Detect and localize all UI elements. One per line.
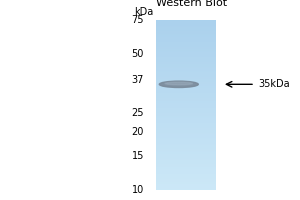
Text: 10: 10 [132, 185, 144, 195]
Text: 25: 25 [131, 108, 144, 118]
Text: 35kDa: 35kDa [258, 79, 290, 89]
Ellipse shape [159, 81, 198, 88]
Text: 50: 50 [132, 49, 144, 59]
Text: Western Blot: Western Blot [156, 0, 228, 8]
Text: 37: 37 [132, 75, 144, 85]
Text: 15: 15 [132, 151, 144, 161]
Text: 75: 75 [131, 15, 144, 25]
Text: 20: 20 [132, 127, 144, 137]
Text: kDa: kDa [134, 7, 154, 17]
Ellipse shape [165, 82, 193, 85]
